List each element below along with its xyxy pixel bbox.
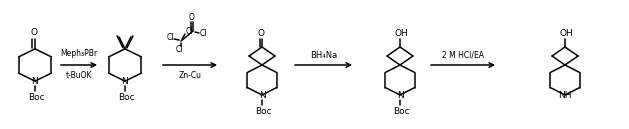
Text: Cl: Cl [199, 29, 207, 38]
Text: Boc: Boc [392, 107, 409, 115]
Text: Boc: Boc [118, 93, 135, 102]
Text: Cl: Cl [186, 26, 192, 35]
Text: NH: NH [559, 91, 572, 99]
Text: O: O [257, 29, 265, 38]
Text: Meph₃PBr: Meph₃PBr [60, 50, 97, 58]
Text: N: N [259, 91, 265, 99]
Text: Boc: Boc [255, 107, 271, 115]
Text: OH: OH [394, 29, 408, 38]
Text: t-BuOK: t-BuOK [66, 71, 92, 79]
Text: Zn-Cu: Zn-Cu [179, 71, 201, 79]
Text: O: O [30, 28, 38, 37]
Text: Boc: Boc [28, 93, 44, 102]
Text: 2 M HCl/EA: 2 M HCl/EA [442, 50, 484, 59]
Text: OH: OH [559, 29, 573, 38]
Text: N: N [397, 91, 403, 99]
Text: Cl: Cl [175, 46, 183, 54]
Text: BH₄Na: BH₄Na [310, 50, 337, 59]
Text: Cl: Cl [166, 34, 174, 42]
Text: N: N [121, 77, 128, 86]
Text: O: O [189, 13, 195, 22]
Text: N: N [31, 77, 38, 86]
